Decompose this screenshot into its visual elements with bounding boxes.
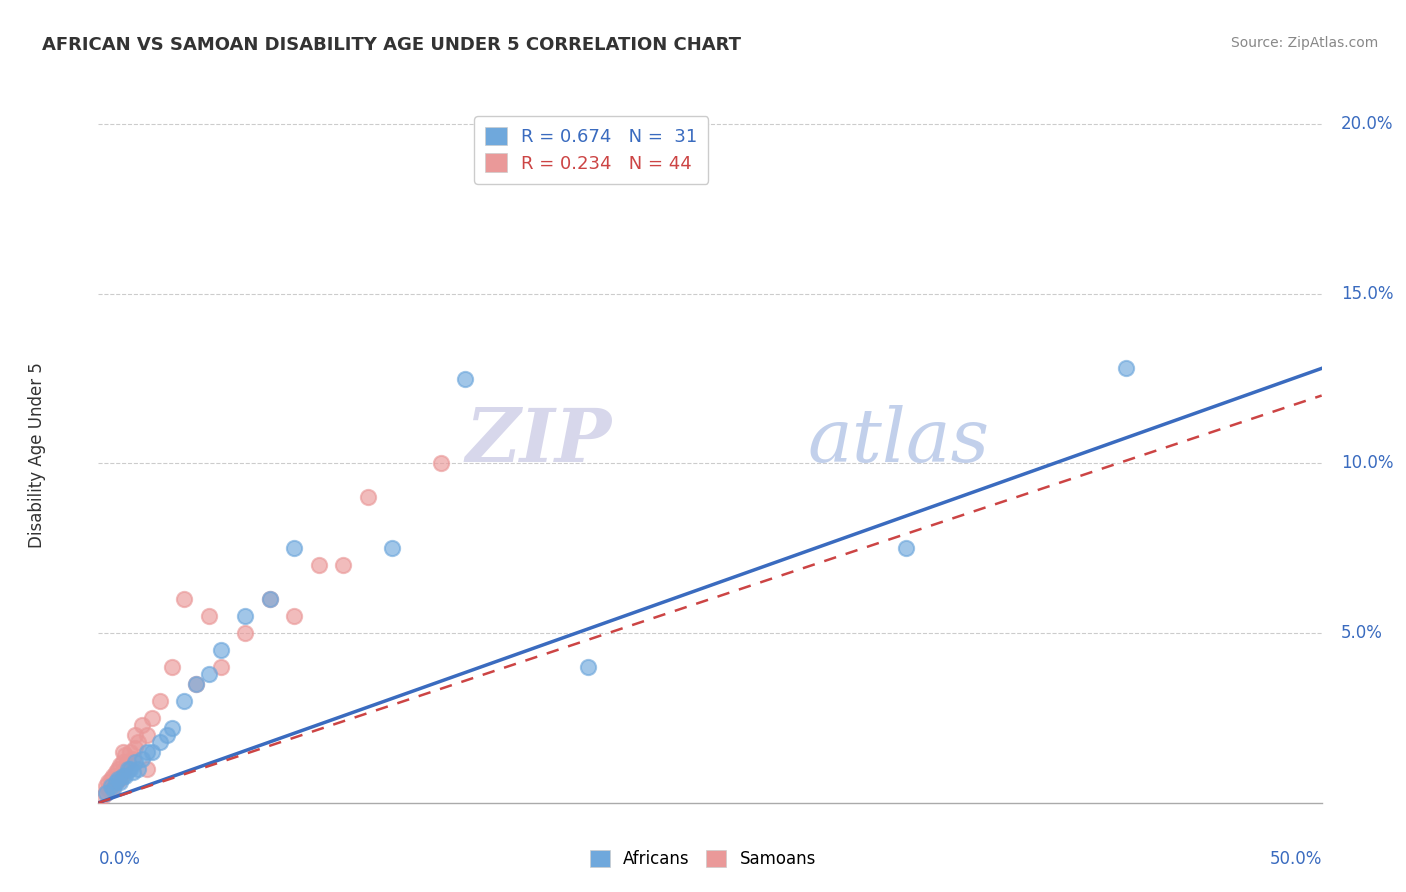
Point <box>308 558 330 573</box>
Point <box>233 626 256 640</box>
Text: 50.0%: 50.0% <box>1270 850 1322 868</box>
Point <box>430 457 453 471</box>
Point <box>111 745 134 759</box>
Point <box>111 769 134 783</box>
Point <box>160 721 183 735</box>
Point <box>197 666 219 681</box>
Point <box>173 694 195 708</box>
Point <box>127 762 149 776</box>
Point <box>100 772 122 786</box>
Point <box>124 741 146 756</box>
Point <box>100 782 122 797</box>
Point <box>894 541 917 556</box>
Point <box>124 728 146 742</box>
Point <box>107 772 129 786</box>
Point <box>120 762 142 776</box>
Point <box>121 765 143 780</box>
Point <box>110 758 132 772</box>
Point <box>576 660 599 674</box>
Legend: Africans, Samoans: Africans, Samoans <box>583 843 823 875</box>
Point <box>114 769 136 783</box>
Point <box>110 775 132 789</box>
Text: 5.0%: 5.0% <box>1341 624 1384 642</box>
Point <box>136 762 159 776</box>
Point <box>111 765 134 780</box>
Point <box>111 755 134 769</box>
Point <box>259 592 281 607</box>
Point <box>136 745 159 759</box>
Point <box>454 371 477 385</box>
Point <box>91 789 114 803</box>
Text: 15.0%: 15.0% <box>1341 285 1393 302</box>
Point <box>107 762 129 776</box>
Point <box>101 782 124 797</box>
Point <box>107 772 129 786</box>
Point <box>283 609 305 624</box>
Text: 20.0%: 20.0% <box>1341 115 1393 133</box>
Point <box>104 775 127 789</box>
Point <box>94 786 117 800</box>
Point <box>131 752 153 766</box>
Point <box>160 660 183 674</box>
Point <box>209 660 232 674</box>
Point <box>124 755 146 769</box>
Text: 0.0%: 0.0% <box>98 850 141 868</box>
Text: 10.0%: 10.0% <box>1341 454 1393 473</box>
Point <box>141 745 163 759</box>
Point <box>120 745 142 759</box>
Point <box>156 728 179 742</box>
Point <box>136 728 159 742</box>
Point <box>209 643 232 657</box>
Point <box>149 735 172 749</box>
Point <box>131 717 153 731</box>
Point <box>101 779 124 793</box>
Point <box>97 782 120 797</box>
Text: Disability Age Under 5: Disability Age Under 5 <box>28 362 46 548</box>
Text: AFRICAN VS SAMOAN DISABILITY AGE UNDER 5 CORRELATION CHART: AFRICAN VS SAMOAN DISABILITY AGE UNDER 5… <box>42 36 741 54</box>
Point <box>478 168 501 182</box>
Point <box>101 769 124 783</box>
Point <box>114 762 136 776</box>
Point <box>381 541 404 556</box>
Point <box>97 775 120 789</box>
Point <box>110 772 132 786</box>
Text: ZIP: ZIP <box>465 405 612 477</box>
Point <box>94 786 117 800</box>
Text: Source: ZipAtlas.com: Source: ZipAtlas.com <box>1230 36 1378 50</box>
Point <box>233 609 256 624</box>
Point <box>149 694 172 708</box>
Point <box>356 491 378 505</box>
Point <box>104 775 127 789</box>
Point <box>186 677 208 691</box>
Point <box>114 748 136 763</box>
Point <box>259 592 281 607</box>
Point <box>117 755 139 769</box>
Point <box>127 735 149 749</box>
Point <box>283 541 305 556</box>
Point <box>121 752 143 766</box>
Point <box>141 711 163 725</box>
Point <box>173 592 195 607</box>
Point <box>117 762 139 776</box>
Point <box>197 609 219 624</box>
Point <box>94 779 117 793</box>
Point <box>186 677 208 691</box>
Point <box>332 558 354 573</box>
Text: atlas: atlas <box>808 405 990 477</box>
Point <box>100 779 122 793</box>
Point <box>104 765 127 780</box>
Point <box>1115 361 1137 376</box>
Legend: R = 0.674   N =  31, R = 0.234   N = 44: R = 0.674 N = 31, R = 0.234 N = 44 <box>474 116 709 184</box>
